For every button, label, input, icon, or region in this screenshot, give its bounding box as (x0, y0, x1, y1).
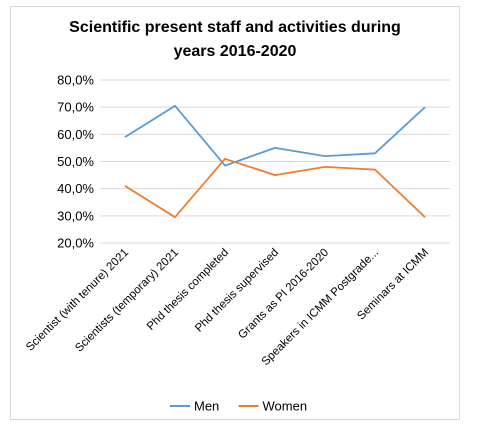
y-tick-label: 60,0% (57, 127, 94, 142)
series-line-men (124, 104, 426, 167)
y-tick-label: 20,0% (57, 236, 94, 251)
chart-title-line-2: years 2016-2020 (173, 43, 297, 60)
x-tick-label: Grants as PI 2016-2020 (236, 247, 331, 342)
legend-label-women: Women (263, 399, 308, 414)
x-tick-label: Scientist (with tenure) 2021 (24, 247, 131, 354)
x-tick-label: Phd thesis completed (145, 247, 231, 333)
y-tick-label: 50,0% (57, 154, 94, 169)
legend-label-men: Men (194, 399, 219, 414)
y-tick-label: 80,0% (57, 73, 94, 88)
x-tick-label: Scientists (temporary) 2021 (73, 247, 181, 355)
y-tick-label: 30,0% (57, 208, 94, 223)
y-tick-label: 70,0% (57, 100, 94, 115)
y-tick-label: 40,0% (57, 181, 94, 196)
series-line-women (124, 157, 426, 219)
chart-frame (10, 6, 460, 420)
x-tick-label: Phd thesis supervised (193, 247, 281, 335)
chart-title: Scientific present staff and activities … (10, 16, 460, 64)
chart-title-line-1: Scientific present staff and activities … (69, 19, 401, 36)
